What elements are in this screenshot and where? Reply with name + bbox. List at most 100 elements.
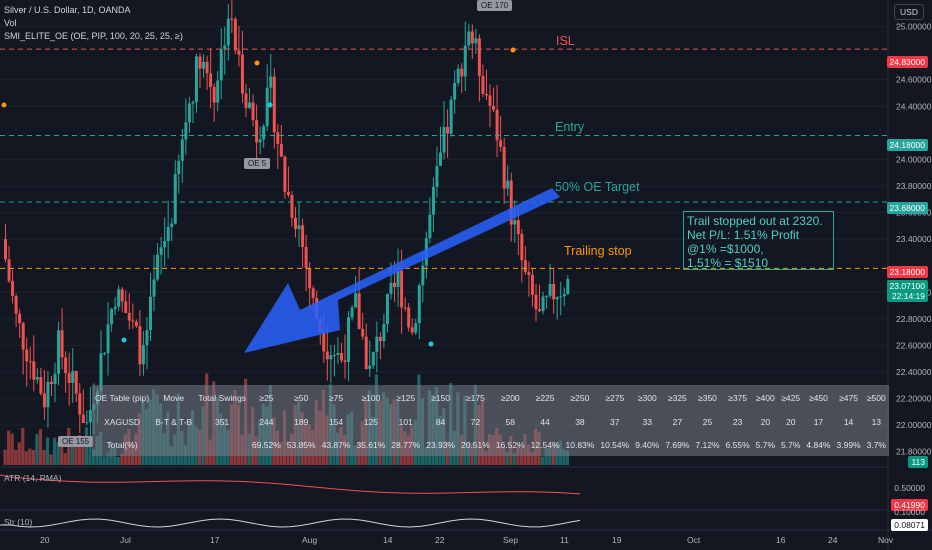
candle-body — [127, 312, 131, 321]
candle-body — [184, 122, 188, 140]
candle-body — [7, 259, 11, 281]
candle-body — [219, 49, 223, 81]
candle-body — [428, 214, 432, 239]
candle-body — [393, 282, 397, 288]
volume-bar — [565, 450, 569, 465]
candle-body — [322, 331, 326, 352]
candle-body — [456, 68, 460, 83]
count-cell: 72 — [470, 416, 481, 427]
oe-5-badge: OE 5 — [244, 158, 271, 169]
volume-bar — [45, 437, 50, 465]
candle-body — [460, 68, 464, 77]
volume-bar — [120, 453, 124, 465]
volume-bar — [505, 452, 509, 465]
price-axis-label: 21.80000 — [896, 447, 932, 457]
trailing-stop-label: Trailing stop — [564, 244, 632, 258]
candle-body — [187, 103, 191, 123]
time-label: Aug — [302, 535, 318, 545]
candle-body — [347, 317, 351, 362]
volume-bar — [49, 454, 53, 465]
candle-body — [265, 87, 269, 127]
time-label: 11 — [560, 535, 569, 545]
candle-body — [117, 289, 121, 307]
candle-body — [354, 293, 358, 308]
candle-body — [499, 140, 503, 147]
volume-bar — [77, 434, 81, 465]
count-cell: 189 — [294, 416, 309, 427]
candle-body — [357, 293, 361, 330]
atr-value-tag: 0.41990 — [891, 499, 928, 511]
volume-tag: 113 — [908, 456, 928, 468]
empty-cell — [152, 433, 195, 456]
pct-cell: 9.40% — [635, 439, 660, 450]
candle-body — [60, 330, 64, 358]
candle-body — [378, 336, 382, 342]
pct-cell: 7.12% — [695, 439, 720, 450]
candle-body — [400, 270, 404, 308]
volume-bar — [102, 456, 106, 465]
price-axis-label: 22.80000 — [896, 314, 932, 324]
volume-bar — [541, 456, 545, 465]
threshold-header: ≥200 — [500, 392, 520, 403]
volume-bar — [56, 442, 60, 465]
threshold-header: ≥475 — [839, 392, 858, 403]
count-cell: 154 — [328, 416, 344, 427]
candle-body — [371, 351, 375, 366]
candle-body — [21, 323, 25, 350]
candle-body — [513, 220, 517, 225]
time-label: Oct — [687, 535, 701, 545]
candle-body — [396, 270, 400, 288]
volume-bar — [530, 451, 534, 465]
candle-body — [276, 132, 280, 144]
candle-body — [552, 283, 556, 300]
count-cell: 13 — [871, 416, 882, 427]
volume-bar — [53, 437, 57, 465]
volume-bar — [484, 451, 488, 465]
volume-bar — [17, 442, 21, 465]
candle-body — [240, 54, 244, 94]
pct-cell: 53.85% — [286, 439, 316, 450]
threshold-header: ≥25 — [259, 392, 274, 403]
candle-body — [156, 254, 160, 280]
threshold-header: ≥375 — [728, 392, 748, 403]
candle-body — [35, 377, 39, 380]
pct-cell: 5.7% — [781, 439, 801, 450]
count-cell: 37 — [610, 416, 620, 427]
str-axis-label: 0.10000 — [894, 507, 925, 517]
target-label: 50% OE Target — [555, 180, 640, 194]
count-cell: 20 — [760, 416, 771, 427]
candle-body — [251, 102, 255, 121]
candle-body — [49, 381, 53, 385]
trail-line: @1% =$1000, — [687, 242, 764, 256]
price-axis-label: 22.20000 — [896, 394, 932, 404]
candle-body — [124, 301, 128, 313]
candle-body — [403, 307, 407, 309]
candle-body — [541, 296, 545, 312]
price-axis-label: 23.40000 — [896, 234, 932, 244]
volume-bar — [35, 433, 39, 465]
volume-bar — [31, 450, 35, 465]
candle-body — [559, 296, 563, 298]
candle-body — [474, 38, 478, 44]
price-axis-label: 22.00000 — [896, 420, 932, 430]
candle-body — [339, 352, 343, 361]
candle-body — [212, 86, 216, 103]
pct-cell: 3.7% — [866, 439, 886, 450]
candle-body — [78, 393, 82, 415]
candle-body — [350, 307, 354, 318]
trail-result-box: Trail stopped out at 2320. Net P/L: 1.51… — [683, 211, 834, 270]
candle-body — [113, 306, 117, 310]
swings-header: Total Swings — [198, 392, 246, 403]
price-axis-label: 24.00000 — [896, 154, 932, 164]
count-cell: 125 — [363, 416, 378, 427]
candle-body — [534, 294, 538, 310]
pct-cell: 35.61% — [356, 439, 386, 450]
candle-body — [53, 373, 57, 385]
currency-button[interactable]: USD — [894, 4, 924, 20]
threshold-header: ≥325 — [667, 392, 687, 403]
threshold-header: ≥275 — [605, 392, 625, 403]
time-label: 16 — [776, 535, 786, 545]
candle-body — [481, 75, 485, 95]
candle-body — [329, 355, 333, 360]
